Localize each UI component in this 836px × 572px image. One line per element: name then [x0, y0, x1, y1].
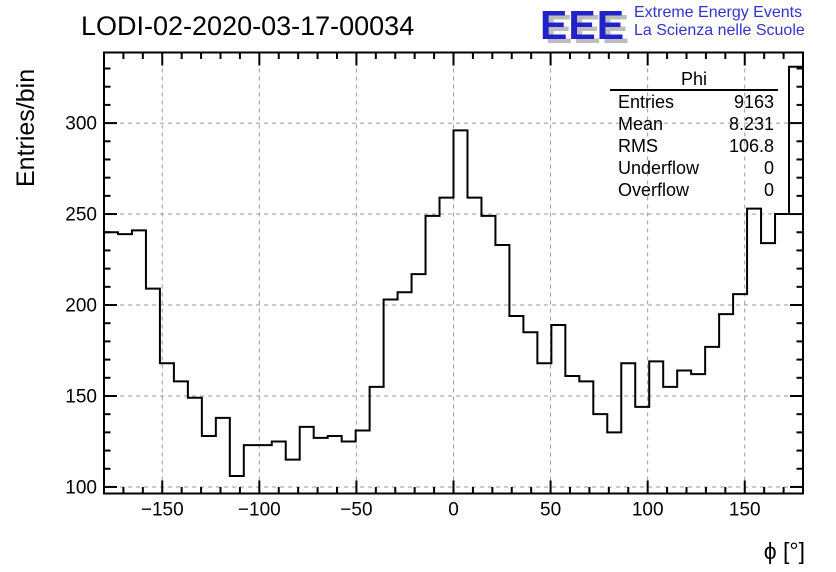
stats-label: RMS	[618, 136, 658, 156]
stats-value: 106.8	[728, 136, 774, 156]
stats-value: 0	[763, 158, 774, 178]
stats-row-underflow: Underflow 0	[610, 157, 778, 179]
stats-value: 9163	[733, 92, 774, 112]
x-tick-label: −100	[238, 500, 281, 521]
y-tick-label: 150	[65, 386, 97, 407]
stats-label: Overflow	[618, 180, 690, 200]
y-tick-label: 100	[65, 477, 97, 498]
stats-label: Mean	[618, 114, 664, 134]
y-tick-label: 250	[65, 205, 97, 226]
histogram-line	[103, 65, 804, 494]
plot-title: LODI-02-2020-03-17-00034	[81, 11, 415, 41]
stats-box-title: Phi	[610, 69, 778, 91]
x-tick-label: −150	[141, 500, 184, 521]
eee-logo-text: Extreme Energy Events La Scienza nelle S…	[634, 4, 805, 40]
x-tick-label: 0	[448, 500, 459, 521]
x-tick-label: 150	[729, 500, 761, 521]
stats-value: 0	[763, 180, 774, 200]
stats-value: 8.231	[728, 114, 774, 134]
stats-label: Underflow	[618, 158, 700, 178]
stats-row-rms: RMS 106.8	[610, 135, 778, 157]
stats-row-overflow: Overflow 0	[610, 179, 778, 201]
stats-label: Entries	[618, 92, 675, 112]
eee-logo-line1: Extreme Energy Events	[634, 4, 803, 21]
x-tick-label: 100	[632, 500, 664, 521]
stats-rows: Entries 9163 Mean 8.231 RMS 106.8 Underflow 0 Ov…	[610, 91, 778, 201]
stats-row-mean: Mean 8.231	[610, 113, 778, 135]
eee-logo-line2: La Scienza nelle Scuole	[634, 22, 805, 39]
y-tick-label: 200	[65, 296, 97, 317]
y-tick-label: 300	[65, 114, 97, 135]
stats-box: Phi Entries 9163 Mean 8.231 RMS 106.8 Underflo…	[610, 69, 778, 201]
x-tick-label: 50	[540, 500, 561, 521]
stats-row-entries: Entries 9163	[610, 91, 778, 113]
y-axis-title: Entries/bin	[12, 69, 40, 187]
x-tick-label: −50	[340, 500, 372, 521]
x-axis-title: ϕ [°]	[764, 538, 805, 564]
eee-logo: EEE	[540, 2, 626, 48]
